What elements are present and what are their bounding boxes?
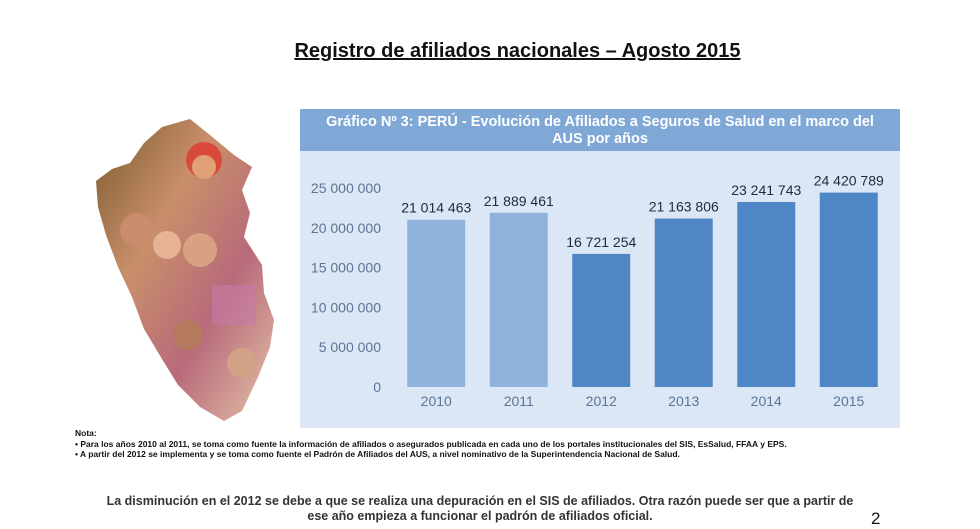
y-tick-label: 15 000 000	[311, 260, 381, 276]
girl-face	[227, 348, 257, 378]
bar-2011	[489, 212, 548, 387]
child-face	[192, 155, 216, 179]
data-label: 23 241 743	[731, 182, 801, 198]
chart-title: Gráfico Nº 3: PERÚ - Evolución de Afilia…	[300, 109, 900, 151]
x-tick-label: 2014	[751, 393, 782, 409]
data-label: 21 889 461	[484, 193, 554, 209]
y-tick-label: 25 000 000	[311, 180, 381, 196]
clothing-patch	[212, 285, 256, 325]
x-tick-label: 2015	[833, 393, 864, 409]
bar-2010	[407, 219, 466, 387]
notes: Nota: • Para los años 2010 al 2011, se t…	[75, 428, 895, 460]
x-tick-label: 2010	[421, 393, 452, 409]
family-face	[173, 320, 203, 350]
data-label: 16 721 254	[566, 234, 636, 250]
note-item: • A partir del 2012 se implementa y se t…	[75, 449, 680, 459]
y-tick-label: 20 000 000	[311, 220, 381, 236]
x-tick-label: 2012	[586, 393, 617, 409]
page-number: 2	[871, 509, 881, 528]
bar-2012	[572, 253, 631, 387]
data-label: 21 014 463	[401, 200, 471, 216]
chart-title-line2: AUS por años	[552, 131, 648, 147]
data-label: 21 163 806	[649, 199, 719, 215]
y-tick-label: 0	[373, 379, 381, 395]
baby-face	[153, 231, 181, 259]
chart-title-line1: Gráfico Nº 3: PERÚ - Evolución de Afilia…	[326, 114, 874, 130]
y-tick-label: 5 000 000	[319, 339, 381, 355]
peru-map-shape	[96, 119, 274, 421]
data-label: 24 420 789	[814, 173, 884, 189]
bar-2015	[819, 192, 878, 387]
peru-map-photo-collage	[96, 119, 274, 421]
notes-heading: Nota:	[75, 428, 97, 438]
x-tick-label: 2013	[668, 393, 699, 409]
bar-2014	[737, 201, 796, 387]
note-item: • Para los años 2010 al 2011, se toma co…	[75, 438, 787, 449]
footer-text: La disminución en el 2012 se debe a que …	[106, 494, 854, 523]
y-tick-label: 10 000 000	[311, 299, 381, 315]
chart-panel: Gráfico Nº 3: PERÚ - Evolución de Afilia…	[300, 109, 900, 428]
slide-title: Registro de afiliados nacionales – Agost…	[294, 40, 741, 62]
woman-face	[183, 233, 217, 267]
bar-chart: 0 5 000 000 10 000 000 15 000 000 20 000 000…	[311, 173, 884, 409]
man-face	[120, 213, 154, 247]
x-tick-label: 2011	[504, 393, 534, 409]
bar-2013	[654, 218, 713, 387]
